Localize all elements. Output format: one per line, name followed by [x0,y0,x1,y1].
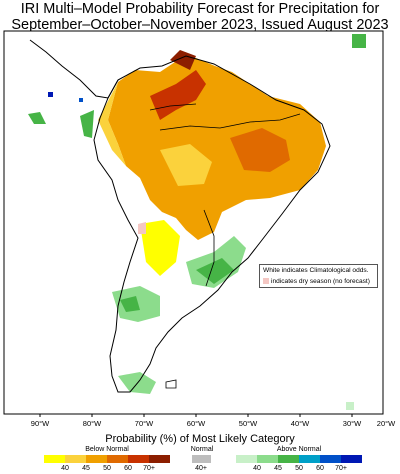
map-title-line1: IRI Multi–Model Probability Forecast for… [20,1,380,17]
legend-above-swatch [341,455,362,463]
above-normal-region-50 [196,258,234,284]
legend-below-swatch [44,455,65,463]
legend-above-tick: 45 [274,465,282,472]
legend-below-label: Below Normal [85,446,129,453]
lon-label: 90°W [30,419,50,428]
legend-above-swatch [299,455,320,463]
below-normal-region-45 [160,144,212,186]
dry-season-region [138,222,146,234]
lon-label: 70°W [134,419,154,428]
legend-normal-label: Normal [190,446,214,453]
legend-above-swatch [236,455,257,463]
legend-below-swatches [44,455,170,463]
note-line2: indicates dry season (no forecast) [271,278,370,285]
legend-below-tick: 70+ [143,465,155,472]
above-normal-region-50 [80,110,94,138]
above-normal-region-50 [28,112,46,124]
legend-below-tick: 40 [61,465,69,472]
map-title-line2: September–October–November 2023, Issued … [11,17,389,33]
dry-season-swatch [263,278,269,284]
river-orinoco [149,103,197,111]
lon-label: 20°W [376,419,396,428]
legend-above-swatch [320,455,341,463]
legend-above-tick: 50 [295,465,303,472]
below-normal-region-60 [230,128,290,172]
legend-below-swatch [107,455,128,463]
legend-below-swatch [86,455,107,463]
note-line1: White indicates Climatological odds. [263,267,369,274]
legend-below-tick: 45 [82,465,90,472]
coastline [93,55,331,393]
below-normal-region-40 [140,220,180,276]
lon-label: 40°W [290,419,310,428]
below-normal-region-45 [98,82,126,166]
legend-above-label: Above Normal [276,446,322,453]
lon-label: 30°W [342,419,362,428]
below-normal-region-70 [170,50,196,70]
lon-label: 80°W [82,419,102,428]
above-normal-cell [346,402,354,410]
legend-above-swatch [257,455,278,463]
river-parana [203,209,215,287]
lon-label: 60°W [186,419,206,428]
climatology-note: White indicates Climatological odds. ind… [259,264,378,288]
note-line2-row: indicates dry season (no forecast) [263,276,377,287]
legend-above-swatch [278,455,299,463]
island-cell [79,98,83,102]
island-cell [48,92,53,97]
lon-ticks [39,414,353,417]
coastline-central-america [29,39,119,99]
legend-title: Probability (%) of Most Likely Category [105,433,295,445]
legend-normal-swatch [192,455,211,463]
above-normal-region-50 [352,34,366,48]
legend-below-swatch [65,455,86,463]
legend-above-tick: 60 [316,465,324,472]
above-normal-region-50 [120,296,140,312]
legend-below-tick: 50 [103,465,111,472]
legend-below-swatch [149,455,170,463]
lon-label: 50°W [238,419,258,428]
legend-normal-tick: 40+ [195,465,207,472]
legend-above-swatches [236,455,362,463]
legend-below-swatch [128,455,149,463]
coastline-falklands [165,379,177,389]
legend-below-tick: 60 [124,465,132,472]
river-amazon [159,113,301,131]
legend-above-tick: 40 [253,465,261,472]
legend-above-tick: 70+ [335,465,347,472]
